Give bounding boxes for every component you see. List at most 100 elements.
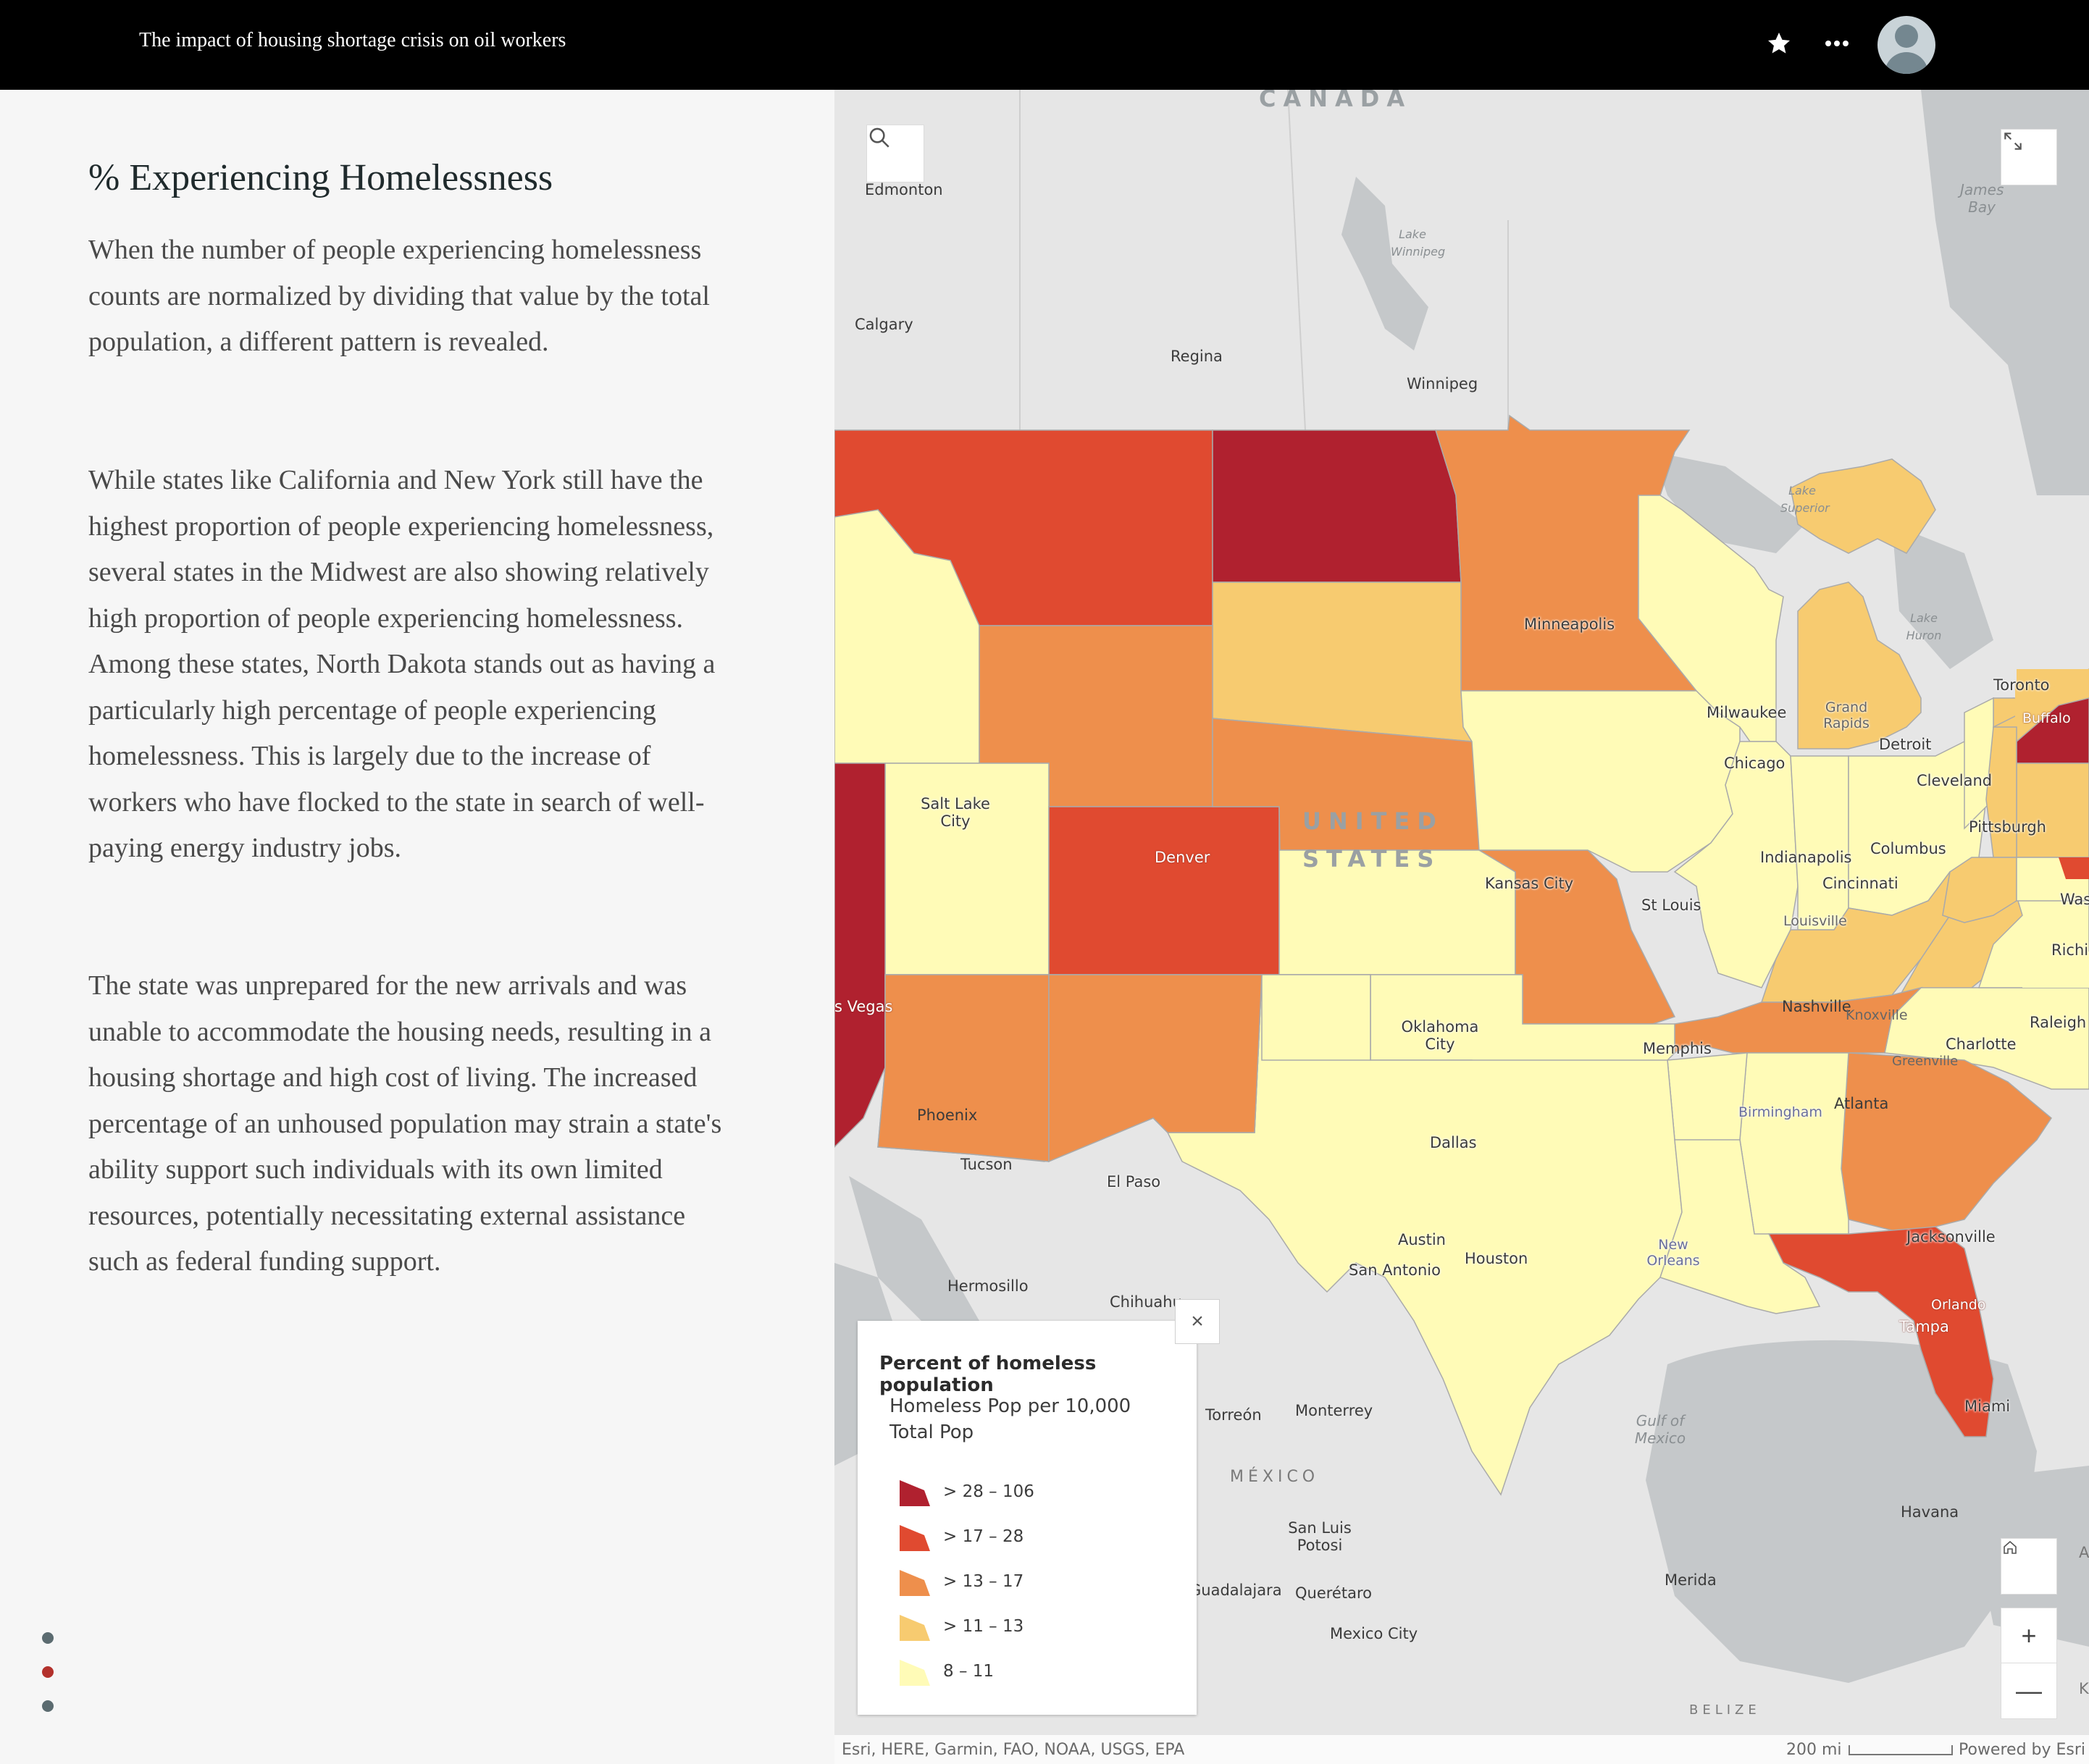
label-austin: Austin [1398,1231,1446,1248]
label-charlotte: Charlotte [1946,1036,2017,1053]
label-kansas-city: Kansas City [1485,875,1574,892]
star-icon[interactable] [1757,22,1801,65]
legend-class-3: > 13 – 17 [898,1566,1023,1597]
legend-title: Percent of homeless population [879,1353,1097,1396]
label-edge-a: A [2079,1544,2089,1561]
map-attribution-bar: Esri, HERE, Garmin, FAO, NOAA, USGS, EPA… [834,1735,2089,1764]
label-havana: Havana [1901,1503,1959,1521]
label-el-paso: El Paso [1107,1173,1161,1190]
label-cincinnati: Cincinnati [1822,875,1898,892]
label-st-louis: St Louis [1641,896,1701,914]
label-edmonton: Edmonton [865,181,943,198]
label-lake-winnipeg: Lake Winnipeg [1391,227,1446,259]
label-salt-lake-city: Salt Lake City [921,795,990,830]
more-options-icon[interactable] [1815,22,1859,65]
paragraph-3: The state was unprepared for the new arr… [88,970,722,1277]
label-dallas: Dallas [1430,1134,1477,1151]
label-las-vegas: s Vegas [834,998,893,1015]
paragraph-2: While states like California and New Yor… [88,465,716,863]
label-calgary: Calgary [855,316,913,333]
label-tucson: Tucson [960,1156,1013,1173]
label-miami: Miami [1964,1398,2011,1415]
label-phoenix: Phoenix [917,1106,978,1124]
label-washington: Was [2060,891,2089,908]
attribution-text: Esri, HERE, Garmin, FAO, NOAA, USGS, EPA [842,1741,1185,1759]
label-canada: CANADA [1259,90,1412,112]
label-chicago: Chicago [1724,755,1786,772]
label-james-bay: James Bay [1960,181,2004,216]
legend-class-label: > 28 – 106 [943,1482,1034,1501]
label-lake-superior: Lake Superior [1780,484,1830,515]
legend-class-label: > 17 – 28 [943,1527,1024,1546]
label-tampa: Tampa [1899,1318,1949,1335]
label-cleveland: Cleveland [1917,772,1993,789]
label-edge-k: K [2079,1680,2089,1697]
label-knoxville: Knoxville [1846,1007,1908,1023]
zoom-in-button[interactable]: + [2001,1608,2057,1664]
label-orlando: Orlando [1931,1297,1986,1313]
label-hermosillo: Hermosillo [947,1277,1029,1295]
home-button[interactable] [2001,1538,2057,1595]
label-mexico: MÉXICO [1230,1468,1320,1486]
scale-label: 200 mi [1786,1741,1842,1759]
label-winnipeg: Winnipeg [1407,375,1478,392]
label-san-luis-potosi: San Luis Potosi [1288,1519,1352,1554]
legend-class-5: 8 – 11 [898,1655,994,1687]
label-lake-huron: Lake Huron [1906,611,1942,642]
label-chihuahua: Chihuahu [1110,1293,1182,1311]
label-gulf-of-mexico: Gulf of Mexico [1634,1412,1686,1447]
label-birmingham: Birmingham [1738,1104,1822,1120]
legend-class-label: > 13 – 17 [943,1572,1024,1591]
section-heading: % Experiencing Homelessness [88,157,553,198]
label-minneapolis: Minneapolis [1524,616,1615,633]
label-louisville: Louisville [1783,913,1847,929]
label-greenville: Greenville [1892,1054,1959,1069]
legend-class-4: > 11 – 13 [898,1610,1023,1642]
legend-class-1: > 28 – 106 [898,1476,1034,1508]
powered-by-text: Powered by Esri [1959,1741,2086,1759]
label-milwaukee: Milwaukee [1707,704,1787,721]
label-grand-rapids: Grand Rapids [1823,700,1870,731]
legend-class-label: 8 – 11 [943,1662,995,1681]
label-richmond: Richi [2051,941,2089,959]
nav-dot-2[interactable] [42,1666,54,1678]
label-jacksonville: Jacksonville [1906,1228,1996,1246]
label-san-antonio: San Antonio [1349,1261,1441,1279]
app-header: The impact of housing shortage crisis on… [0,0,2089,90]
map-search-button[interactable] [866,125,924,182]
story-title: The impact of housing shortage crisis on… [139,29,566,51]
fullscreen-button[interactable] [2001,129,2057,185]
zoom-out-button[interactable]: — [2001,1663,2057,1719]
label-new-orleans: New Orleans [1646,1237,1700,1269]
label-states: STATES [1302,845,1441,873]
map-legend: Percent of homeless population Homeless … [858,1321,1197,1715]
label-indianapolis: Indianapolis [1760,849,1852,866]
label-monterrey: Monterrey [1295,1402,1373,1419]
label-oklahoma-city: Oklahoma City [1401,1018,1479,1053]
label-united: UNITED [1302,807,1444,835]
label-toronto: Toronto [1993,676,2050,694]
legend-class-2: > 17 – 28 [898,1521,1023,1553]
paragraph-1: When the number of people experiencing h… [88,235,710,357]
map-canvas [834,90,2089,1683]
choropleth-map[interactable]: CANADA UNITED STATES MÉXICO BELIZE James… [834,90,2089,1764]
user-avatar-icon[interactable] [1877,16,1935,74]
label-regina: Regina [1171,348,1223,365]
nav-dot-3[interactable] [42,1700,54,1712]
label-detroit: Detroit [1879,736,1932,753]
legend-field-name: Homeless Pop per 10,000 Total Pop [889,1395,1131,1443]
label-houston: Houston [1465,1250,1528,1267]
label-guadalajara: Guadalajara [1189,1582,1282,1599]
label-buffalo: Buffalo [2022,710,2071,726]
label-mexico-city: Mexico City [1330,1625,1418,1642]
label-nashville: Nashville [1782,998,1851,1015]
label-memphis: Memphis [1643,1040,1712,1057]
home-icon [2004,1540,2017,1554]
nav-dot-1[interactable] [42,1632,54,1644]
label-queretaro: Querétaro [1295,1584,1372,1602]
label-torreon: Torreón [1205,1406,1262,1424]
expand-icon [2004,133,2022,150]
legend-close-button[interactable]: × [1175,1299,1220,1344]
label-atlanta: Atlanta [1834,1095,1889,1112]
scale-bar [1849,1745,1953,1755]
